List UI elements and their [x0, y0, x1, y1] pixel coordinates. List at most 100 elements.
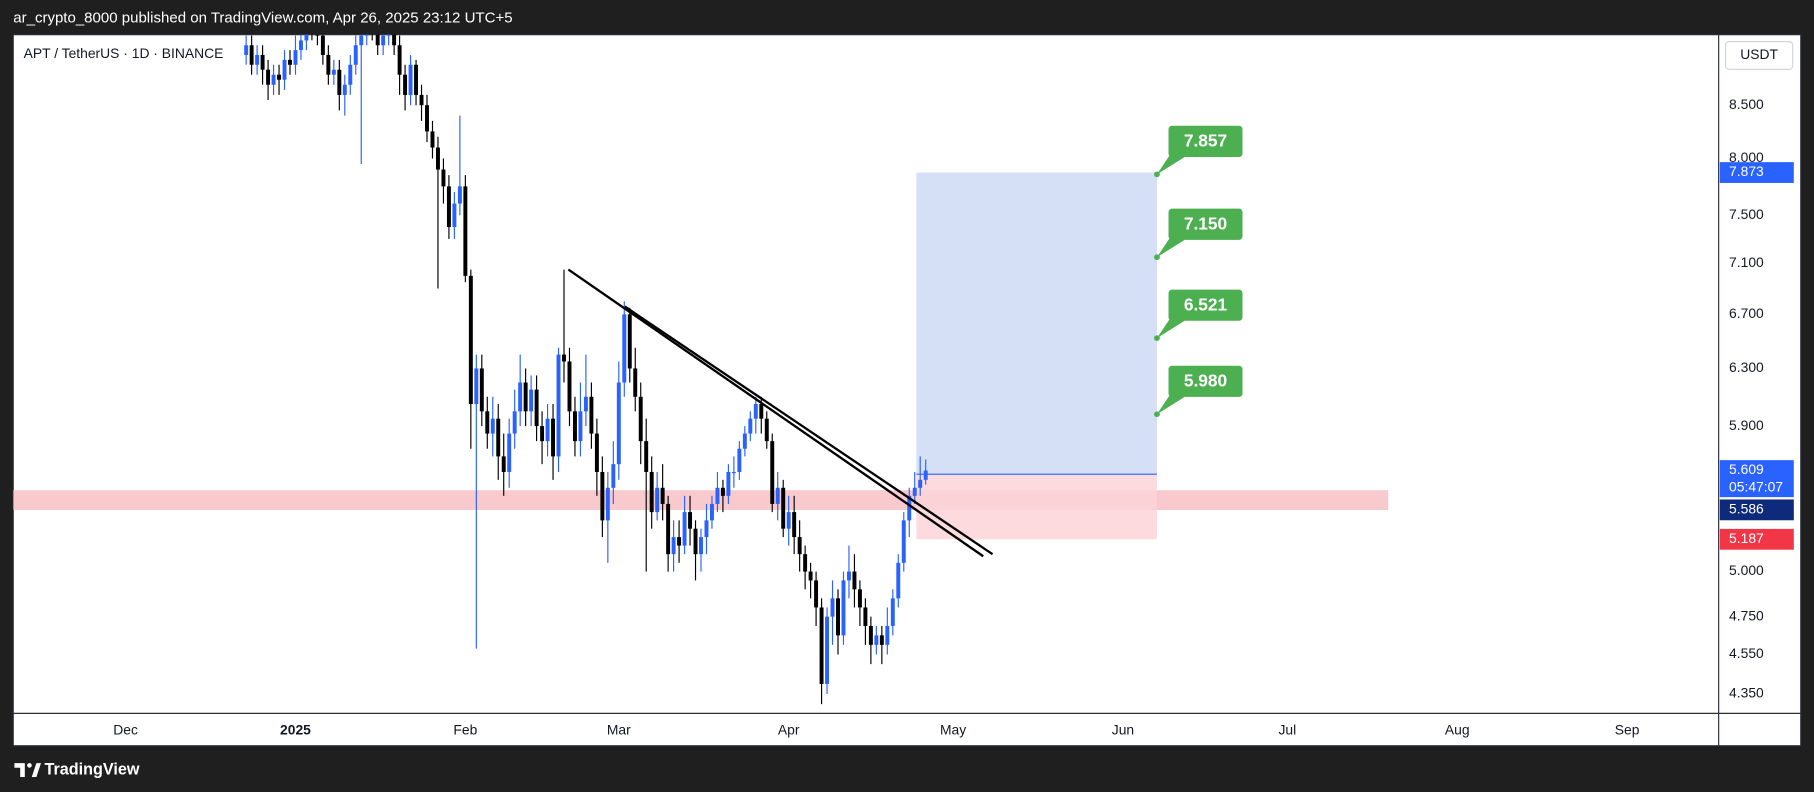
candle-body: [830, 598, 835, 617]
target-price-label: 7.873: [1729, 163, 1764, 179]
candle-body: [720, 487, 725, 496]
candle-body: [381, 35, 386, 46]
candle-body: [731, 471, 736, 474]
support-zone: [13, 490, 1389, 510]
candle-body: [348, 64, 353, 85]
candle-body: [523, 382, 528, 412]
candle-body: [677, 537, 682, 546]
candle-body: [748, 418, 753, 434]
candle-body: [463, 186, 468, 276]
x-tick-label: Jul: [1279, 721, 1297, 737]
candle-body: [699, 537, 703, 555]
candle-body: [255, 54, 260, 65]
candle-body: [392, 34, 397, 46]
candle-body: [326, 54, 331, 75]
candle-body: [457, 186, 462, 204]
y-tick-label: 8.000: [1729, 149, 1764, 165]
candle-body: [425, 105, 429, 132]
candle-body: [512, 411, 517, 434]
candle-body: [529, 389, 534, 412]
candle-body: [666, 503, 671, 555]
currency-box[interactable]: [1725, 41, 1794, 70]
candle-body: [403, 74, 408, 95]
candle-body: [446, 186, 451, 228]
logo-part: [31, 763, 42, 777]
y-tick-label: 4.350: [1729, 685, 1764, 701]
x-tick-label: Mar: [607, 721, 631, 737]
candle-body: [386, 34, 391, 36]
candle-body: [644, 441, 649, 472]
candle-body: [282, 59, 287, 80]
candle-body: [688, 512, 693, 529]
y-tick-label: 5.900: [1729, 417, 1764, 433]
target-price-label-box: [1719, 162, 1794, 183]
loss-area: [916, 474, 1157, 540]
title-backdrop: [15, 41, 236, 65]
candle-body: [364, 34, 369, 36]
candle-body: [342, 84, 347, 95]
x-tick-label: Feb: [453, 721, 477, 737]
candle-body: [337, 69, 342, 95]
candle-body: [792, 512, 797, 538]
candle-body: [271, 74, 276, 85]
candle-body: [709, 503, 714, 521]
candle-body: [562, 354, 566, 362]
candle-body: [435, 147, 440, 170]
candle-body: [857, 589, 862, 608]
candle-body: [545, 418, 550, 442]
candle-body: [266, 69, 271, 85]
candle-body: [660, 487, 665, 504]
target-label: 6.521: [1184, 294, 1228, 314]
candle-body: [468, 275, 473, 405]
callout-tail: [1156, 317, 1185, 339]
candle-body: [320, 35, 325, 55]
candle-body: [441, 169, 446, 187]
candle-body: [918, 479, 923, 488]
candle-body: [304, 34, 309, 41]
logo-dot: [27, 763, 32, 768]
candle-body: [572, 411, 577, 442]
last-price-label: 5.609: [1729, 461, 1764, 477]
candle-body: [408, 64, 413, 95]
trendline: [624, 305, 994, 556]
candle-body: [907, 495, 912, 521]
candle-body: [605, 487, 610, 521]
candle-body: [490, 418, 495, 434]
y-tick-label: 7.100: [1729, 254, 1764, 270]
candle-body: [474, 368, 479, 405]
currency-label[interactable]: USDT: [1740, 46, 1778, 62]
candle-body: [616, 382, 621, 465]
x-tick-label: Apr: [778, 721, 800, 737]
x-tick-label: Dec: [113, 721, 138, 737]
chart-panel: [12, 34, 1802, 747]
candle-body: [627, 314, 632, 369]
countdown: 05:47:07: [1729, 479, 1783, 495]
y-tick-label: 7.500: [1729, 206, 1764, 222]
candle-body: [518, 382, 523, 412]
x-tick-label: May: [940, 721, 966, 737]
candle-body: [578, 411, 583, 442]
candle-body: [551, 418, 556, 457]
candle-body: [874, 635, 879, 645]
candle-body: [885, 625, 890, 645]
candle-body: [770, 441, 775, 504]
candle-body: [611, 464, 616, 488]
candle-body: [704, 520, 709, 538]
candle-body: [715, 487, 720, 504]
candle-body: [485, 411, 490, 434]
candle-body: [298, 40, 303, 51]
candle-body: [430, 131, 435, 148]
candle-body: [288, 59, 292, 65]
candle-body: [622, 314, 627, 383]
callout-box: [1168, 365, 1243, 397]
candle-body: [594, 433, 599, 472]
candle-body: [583, 396, 588, 412]
x-tick-label: Sep: [1615, 721, 1640, 737]
x-tick-label: Aug: [1445, 721, 1470, 737]
profit-area: [916, 172, 1157, 475]
candle-body: [600, 471, 605, 521]
candle-body: [655, 487, 660, 513]
candle-body: [737, 448, 742, 472]
y-tick-label: 4.550: [1729, 645, 1764, 661]
